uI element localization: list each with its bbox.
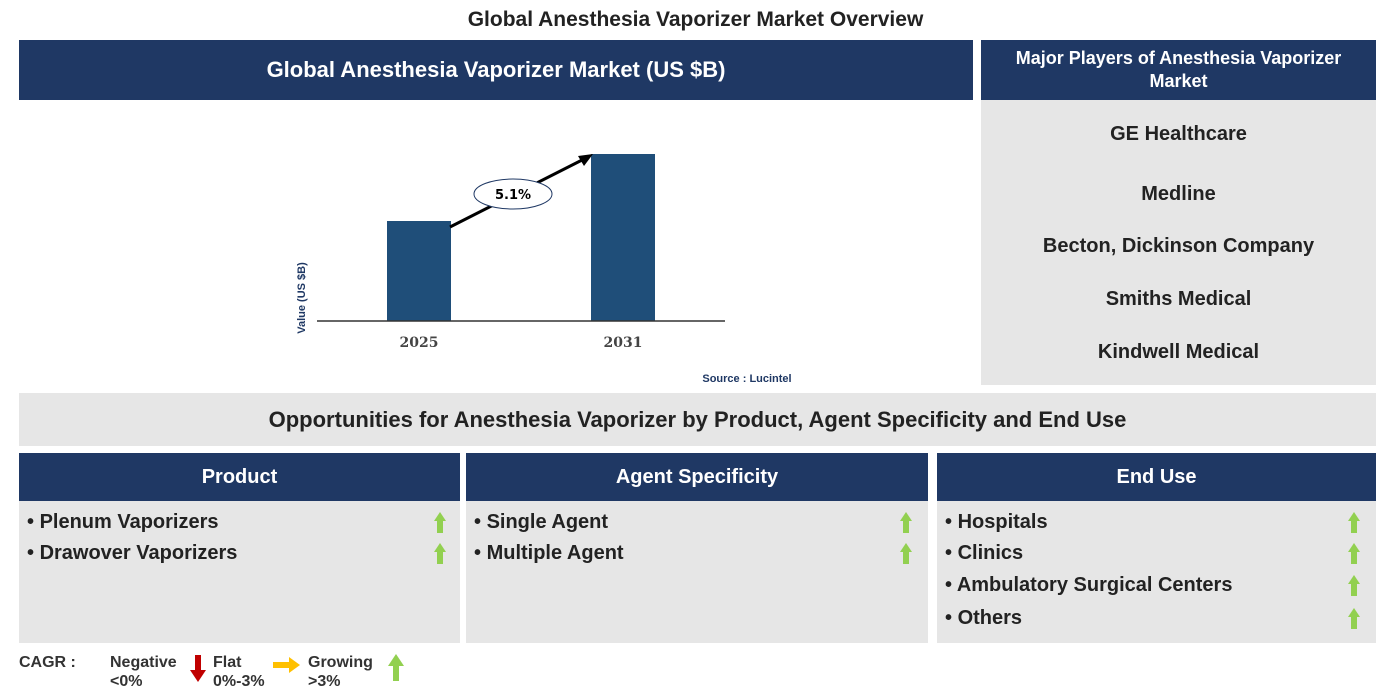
growing-arrow-icon xyxy=(900,542,912,565)
legend-label: CAGR : xyxy=(19,654,76,671)
growing-arrow-icon xyxy=(1348,574,1360,597)
growing-arrow-icon xyxy=(1348,542,1360,565)
growing-arrow-icon xyxy=(434,542,446,565)
list-item: • Hospitals xyxy=(945,507,1368,538)
enduse-list: • Hospitals • Clinics • Ambulatory Surgi… xyxy=(937,501,1376,643)
list-item: • Drawover Vaporizers xyxy=(27,538,452,569)
product-header: Product xyxy=(19,453,460,501)
players-header: Major Players of Anesthesia Vaporizer Ma… xyxy=(981,40,1376,100)
growing-arrow-icon xyxy=(434,511,446,534)
opportunities-header: Opportunities for Anesthesia Vaporizer b… xyxy=(19,393,1376,446)
negative-arrow-icon xyxy=(190,655,206,682)
bar-2025 xyxy=(387,221,451,321)
growth-arrowhead xyxy=(578,154,593,166)
cagr-ellipse xyxy=(473,178,553,210)
enduse-header: End Use xyxy=(937,453,1376,501)
cagr-label: 5.1% xyxy=(495,188,531,203)
list-item: • Multiple Agent xyxy=(474,538,920,569)
list-item: • Plenum Vaporizers xyxy=(27,507,452,538)
bar-chart: Value (US $B) 2025 2031 5.1% Source : Luc… xyxy=(296,154,792,385)
y-axis-label: Value (US $B) xyxy=(296,262,308,334)
page-title: Global Anesthesia Vaporizer Market Overv… xyxy=(467,8,924,31)
player-item: Medline xyxy=(1141,183,1216,205)
legend-negative: Negative <0% xyxy=(110,654,177,690)
agent-list: • Single Agent • Multiple Agent xyxy=(466,501,928,643)
growing-arrow-icon xyxy=(1348,511,1360,534)
players-list: GE Healthcare Medline Becton, Dickinson … xyxy=(981,100,1376,385)
x-tick-label: 2031 xyxy=(604,335,643,351)
product-list: • Plenum Vaporizers • Drawover Vaporizer… xyxy=(19,501,460,643)
flat-arrow-icon xyxy=(273,657,300,673)
player-item: Becton, Dickinson Company xyxy=(1042,235,1315,257)
agent-header: Agent Specificity xyxy=(466,453,928,501)
legend-flat: Flat 0%-3% xyxy=(213,654,265,690)
chart-header: Global Anesthesia Vaporizer Market (US $… xyxy=(19,40,973,100)
player-item: Smiths Medical xyxy=(1105,288,1252,310)
growing-arrow-icon xyxy=(388,654,404,681)
x-tick-label: 2025 xyxy=(400,335,439,351)
growing-arrow-icon xyxy=(900,511,912,534)
growing-arrow-icon xyxy=(1348,607,1360,630)
legend-growing: Growing >3% xyxy=(308,654,373,690)
bar-2031 xyxy=(591,154,655,321)
list-item: • Single Agent xyxy=(474,507,920,538)
list-item: • Others xyxy=(945,602,1368,635)
list-item: • Ambulatory Surgical Centers xyxy=(945,569,1368,602)
source-label: Source : Lucintel xyxy=(702,373,791,385)
list-item: • Clinics xyxy=(945,538,1368,569)
player-item: GE Healthcare xyxy=(1110,123,1247,145)
player-item: Kindwell Medical xyxy=(1097,341,1260,363)
